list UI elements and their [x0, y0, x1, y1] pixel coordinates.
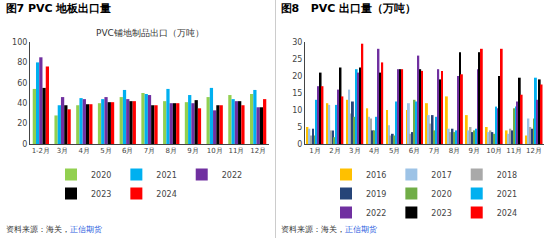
svg-text:2018: 2018 — [497, 171, 517, 180]
svg-text:11月: 11月 — [506, 147, 522, 155]
svg-text:7月: 7月 — [144, 147, 155, 155]
svg-text:12月: 12月 — [526, 147, 542, 155]
svg-text:80: 80 — [17, 58, 27, 67]
svg-text:2月: 2月 — [329, 147, 340, 155]
svg-text:2020: 2020 — [91, 171, 111, 180]
svg-text:100: 100 — [12, 38, 27, 47]
svg-text:2017: 2017 — [431, 171, 451, 180]
svg-text:2023: 2023 — [91, 190, 111, 199]
svg-text:5月: 5月 — [100, 147, 111, 155]
svg-text:15: 15 — [292, 89, 302, 98]
svg-text:6月: 6月 — [122, 147, 133, 155]
svg-text:图8 PVC 出口量（万吨）: 图8 PVC 出口量（万吨） — [281, 2, 417, 15]
svg-text:0: 0 — [22, 140, 27, 149]
svg-text:6月: 6月 — [409, 147, 420, 155]
svg-text:1月: 1月 — [309, 147, 320, 155]
svg-text:60: 60 — [17, 79, 27, 88]
svg-text:3月: 3月 — [57, 147, 68, 155]
svg-text:2023: 2023 — [431, 209, 451, 218]
svg-text:4月: 4月 — [369, 147, 380, 155]
svg-text:0: 0 — [297, 140, 302, 149]
svg-text:4月: 4月 — [79, 147, 90, 155]
svg-text:25: 25 — [292, 55, 302, 64]
svg-text:12月: 12月 — [250, 147, 266, 155]
svg-text:PVC铺地制品出口（万吨）: PVC铺地制品出口（万吨） — [96, 28, 204, 38]
svg-text:8月: 8月 — [449, 147, 460, 155]
svg-text:2021: 2021 — [497, 190, 517, 199]
svg-text:2021: 2021 — [156, 171, 176, 180]
svg-text:资料来源：海关，正信期货: 资料来源：海关，正信期货 — [6, 225, 102, 234]
svg-text:10: 10 — [292, 106, 302, 115]
svg-text:9月: 9月 — [187, 147, 198, 155]
svg-text:2022: 2022 — [222, 171, 242, 180]
svg-text:5: 5 — [297, 123, 302, 132]
svg-text:2022: 2022 — [366, 209, 386, 218]
svg-text:图7 PVC 地板出口量: 图7 PVC 地板出口量 — [6, 2, 112, 15]
svg-text:1-2月: 1-2月 — [32, 147, 50, 155]
svg-text:20: 20 — [17, 119, 27, 128]
svg-text:3月: 3月 — [349, 147, 360, 155]
svg-text:10月: 10月 — [486, 147, 502, 155]
svg-text:2024: 2024 — [156, 190, 176, 199]
svg-text:11月: 11月 — [228, 147, 244, 155]
svg-text:20: 20 — [292, 72, 302, 81]
svg-text:40: 40 — [17, 99, 27, 108]
svg-text:资料来源：海关，正信期货: 资料来源：海关，正信期货 — [281, 225, 377, 234]
svg-text:9月: 9月 — [469, 147, 480, 155]
svg-text:10月: 10月 — [207, 147, 223, 155]
svg-text:2016: 2016 — [366, 171, 386, 180]
svg-text:2024: 2024 — [497, 209, 517, 218]
svg-text:5月: 5月 — [389, 147, 400, 155]
svg-text:2019: 2019 — [366, 190, 386, 199]
svg-text:7月: 7月 — [429, 147, 440, 155]
svg-text:30: 30 — [292, 38, 302, 47]
svg-text:8月: 8月 — [165, 147, 176, 155]
svg-text:2020: 2020 — [431, 190, 451, 199]
